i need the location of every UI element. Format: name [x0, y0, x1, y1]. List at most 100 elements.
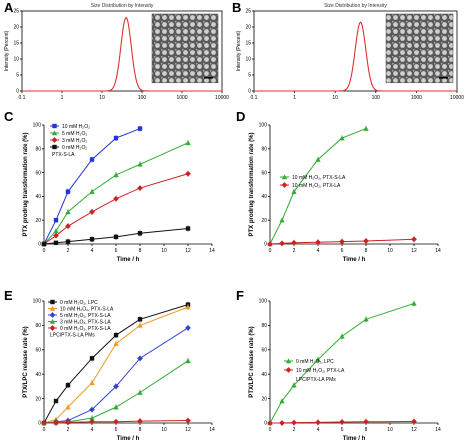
data-point: [113, 418, 119, 425]
data-point: [185, 417, 191, 424]
legend-label: 5 mM H₂O₂, PTX-S-LA: [60, 313, 111, 319]
panel-label: B: [232, 0, 241, 15]
data-point: [291, 239, 297, 246]
x-tick-label: 14: [435, 427, 441, 433]
legend-label: 0 mM H₂O₂: [62, 145, 87, 151]
legend-label: 10 mM H₂O₂, PTX-S-LA: [60, 306, 114, 312]
legend-label: 10 mM H₂O₂, PTX-LA: [296, 368, 345, 374]
data-point: [53, 240, 59, 246]
y-tick-label: 0: [38, 421, 41, 427]
data-point: [89, 237, 95, 242]
data-point: [185, 358, 191, 363]
x-tick-label: 6: [115, 248, 118, 254]
data-point: [315, 239, 321, 246]
data-point: [185, 304, 191, 310]
chart-d: D 0 2 4 6 8 10 12 14 0 20 40 60 80 100 Time / h PTX prod…: [236, 109, 441, 263]
data-point: [185, 140, 191, 146]
legend-marker: [49, 318, 56, 324]
legend-marker: [49, 305, 56, 311]
data-point: [65, 382, 71, 388]
legend-label: 10 mM H₂O₂, PTX-S-LA: [292, 175, 346, 181]
data-point: [53, 398, 59, 404]
x-tick-label: 1: [293, 95, 296, 101]
x-tick-label: 10000: [450, 95, 464, 101]
data-point: [339, 333, 345, 339]
plot-frame: [253, 10, 458, 92]
data-point: [89, 157, 95, 162]
x-tick-label: 8: [365, 248, 368, 254]
data-point: [41, 241, 47, 247]
data-point: [279, 420, 285, 426]
y-tick-label: 5: [16, 73, 19, 79]
legend-label: 3 mM H₂O₂: [62, 138, 87, 144]
chart-title: Size Distribution by Intensity: [324, 3, 387, 9]
data-point: [113, 341, 119, 346]
data-point: [113, 195, 119, 202]
panel-label: F: [236, 288, 244, 303]
data-point: [315, 419, 321, 426]
x-tick-label: 12: [185, 427, 191, 433]
y-tick-label: 40: [35, 372, 41, 378]
data-point: [137, 317, 143, 322]
y-tick-label: 10: [13, 57, 19, 63]
data-point: [137, 322, 143, 328]
data-point: [137, 418, 143, 425]
x-tick-label: 2: [67, 427, 70, 433]
chart-annotation: PTX-S-LA: [52, 152, 75, 158]
x-tick-label: 10000: [215, 95, 229, 101]
series-3: [41, 170, 191, 247]
legend-label: 0 mM H₂O₂, LPC: [60, 300, 98, 306]
chart-f: F 0 2 4 6 8 10 12 14 0 20 40 60 80 100 Time / h PTX/LPC …: [236, 288, 441, 442]
legend-label: 10 mM H₂O₂, PTX-LA: [292, 183, 341, 189]
legend-label: 5 mM H₂O₂: [62, 131, 87, 137]
data-point: [363, 238, 369, 244]
data-point: [137, 126, 143, 131]
x-tick-label: 4: [91, 427, 94, 433]
x-tick-label: 0: [269, 427, 272, 433]
x-tick-label: 10: [161, 248, 167, 254]
x-tick-label: 2: [293, 427, 296, 433]
data-point: [65, 404, 71, 410]
data-point: [339, 135, 345, 141]
chart-annotation: LPC/PTX-S-LA PMs: [50, 333, 95, 339]
legend: 10 mM H₂O₂, PTX-S-LA 10 mM H₂O₂, PTX-LA: [280, 174, 346, 189]
x-tick-label: 1000: [176, 95, 187, 101]
y-axis-label: PTX/LPC release rate (%): [23, 326, 29, 397]
data-point: [89, 209, 95, 215]
data-point: [291, 382, 297, 388]
data-point: [89, 415, 95, 421]
x-tick-label: 2: [67, 248, 70, 254]
data-point: [113, 332, 119, 338]
x-tick-label: 8: [139, 427, 142, 433]
y-tick-label: 20: [261, 218, 267, 224]
y-tick-label: 15: [245, 41, 251, 47]
data-point: [41, 420, 47, 426]
y-tick-label: 60: [261, 170, 267, 176]
x-tick-label: 100: [372, 95, 381, 101]
data-point: [89, 380, 95, 385]
y-tick-label: 80: [261, 147, 267, 153]
y-tick-label: 0: [16, 89, 19, 95]
series-line: [43, 360, 189, 424]
legend-marker: [49, 312, 56, 318]
y-tick-label: 40: [261, 372, 267, 378]
y-tick-label: 20: [245, 25, 251, 31]
data-point: [113, 404, 119, 410]
data-point: [411, 236, 417, 243]
panel-label: C: [4, 109, 14, 124]
data-point: [113, 135, 119, 141]
y-axis-label: Intensity (Percent): [4, 30, 10, 71]
x-tick-label: 14: [209, 427, 215, 433]
x-tick-label: 0: [43, 427, 46, 433]
data-point: [65, 223, 71, 230]
x-tick-label: 4: [91, 248, 94, 254]
x-tick-label: 8: [365, 427, 368, 433]
y-tick-label: 60: [35, 348, 41, 354]
series-line: [43, 142, 189, 245]
legend-label: 0 mM H₂O₂, LPC: [296, 359, 334, 365]
data-point: [53, 420, 59, 426]
legend-marker: [285, 358, 292, 364]
